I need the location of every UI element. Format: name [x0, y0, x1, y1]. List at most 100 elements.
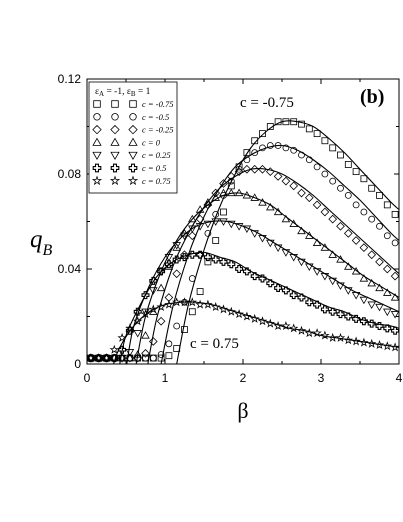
point-diamond: [219, 179, 228, 188]
point-triangle-down: [117, 354, 127, 363]
point-square: [298, 120, 305, 128]
point-diamond: [242, 164, 252, 174]
point-triangle-down: [141, 308, 150, 317]
point-diamond: [187, 231, 197, 241]
point-circle: [212, 210, 220, 218]
point-cross: [227, 260, 236, 269]
point-triangle-up: [344, 262, 353, 270]
point-diamond: [336, 221, 345, 231]
point-circle: [383, 232, 391, 240]
point-star: [218, 304, 229, 314]
point-cross: [375, 321, 384, 331]
point-diamond: [375, 257, 384, 267]
point-triangle-up: [227, 188, 236, 197]
point-square: [391, 210, 399, 218]
point-circle: [391, 239, 399, 247]
point-triangle-down: [149, 287, 158, 295]
panel-label: (b): [360, 86, 384, 108]
point-star: [382, 341, 393, 351]
point-triangle-up: [125, 353, 135, 362]
point-triangle-up: [375, 283, 384, 292]
point-triangle-up: [281, 214, 291, 223]
point-square: [173, 345, 181, 352]
point-circle: [298, 151, 305, 159]
point-star: [125, 323, 135, 333]
point-cross: [344, 312, 353, 321]
point-triangle-up: [133, 350, 142, 358]
point-triangle-down: [312, 268, 322, 276]
point-star: [312, 328, 322, 338]
point-circle: [227, 177, 235, 185]
point-circle: [251, 149, 259, 157]
point-circle: [157, 351, 165, 358]
point-star: [304, 328, 315, 338]
point-circle: [282, 144, 290, 152]
point-triangle-down: [133, 330, 142, 338]
point-triangle-up: [156, 283, 166, 292]
point-triangle-up: [234, 188, 244, 197]
legend-marker-star: [91, 175, 103, 186]
point-triangle-up: [320, 243, 330, 251]
series-c-05: [86, 250, 400, 363]
point-circle: [329, 177, 337, 185]
point-diamond: [258, 164, 267, 174]
point-triangle-down: [250, 230, 259, 238]
point-circle: [243, 156, 251, 164]
legend-marker-triangle-up: [110, 137, 120, 146]
point-star: [351, 336, 361, 346]
point-triangle-down: [125, 349, 135, 357]
legend-label: c = -0.75: [142, 99, 173, 109]
point-triangle-down: [336, 282, 345, 291]
point-triangle-up: [117, 353, 127, 362]
point-star: [281, 321, 291, 331]
point-cross: [352, 314, 361, 323]
legend-marker-triangle-down: [110, 151, 120, 160]
point-diamond: [141, 348, 150, 358]
point-cross: [258, 274, 267, 283]
point-square: [290, 118, 298, 126]
legend-marker-circle: [93, 113, 101, 121]
series-c-0: [86, 188, 400, 362]
point-cross: [133, 307, 142, 316]
point-star: [179, 297, 190, 307]
series-c-neg025: [86, 164, 400, 363]
point-cross: [219, 257, 228, 266]
point-star: [273, 321, 283, 331]
point-diamond: [250, 164, 260, 174]
point-triangle-up: [203, 198, 213, 206]
point-triangle-up: [383, 288, 392, 296]
point-circle: [149, 354, 157, 362]
point-triangle-down: [266, 239, 275, 248]
point-star: [390, 342, 400, 352]
point-square: [376, 191, 383, 199]
point-circle: [259, 144, 266, 152]
point-diamond: [211, 188, 221, 198]
legend-marker-cross: [128, 163, 138, 173]
point-triangle-down: [234, 223, 244, 231]
point-triangle-up: [312, 238, 322, 246]
point-star: [234, 309, 244, 319]
point-triangle-down: [195, 223, 205, 231]
point-cross: [274, 283, 283, 293]
point-star: [195, 299, 205, 309]
point-star: [327, 332, 338, 342]
legend: εA = -1, εB = 1 c = -0.75c = -0.5c = -0.…: [88, 81, 178, 194]
legend-item-cross: c = 0.5: [92, 163, 166, 173]
legend-item-star: c = 0.75: [91, 175, 171, 186]
legend-marker-square: [93, 100, 101, 108]
legend-item-circle: c = -0.5: [93, 112, 169, 122]
point-triangle-up: [289, 219, 298, 227]
point-circle: [321, 170, 329, 178]
point-triangle-down: [227, 220, 236, 229]
point-triangle-up: [219, 188, 228, 197]
point-triangle-up: [297, 226, 306, 235]
point-cross: [289, 291, 298, 300]
point-diamond: [226, 172, 236, 181]
point-square: [204, 258, 212, 266]
point-cross: [336, 310, 345, 319]
point-circle: [274, 142, 282, 149]
point-star: [156, 302, 166, 312]
point-triangle-down: [305, 263, 314, 272]
point-triangle-up: [266, 202, 275, 211]
point-square: [243, 149, 251, 157]
